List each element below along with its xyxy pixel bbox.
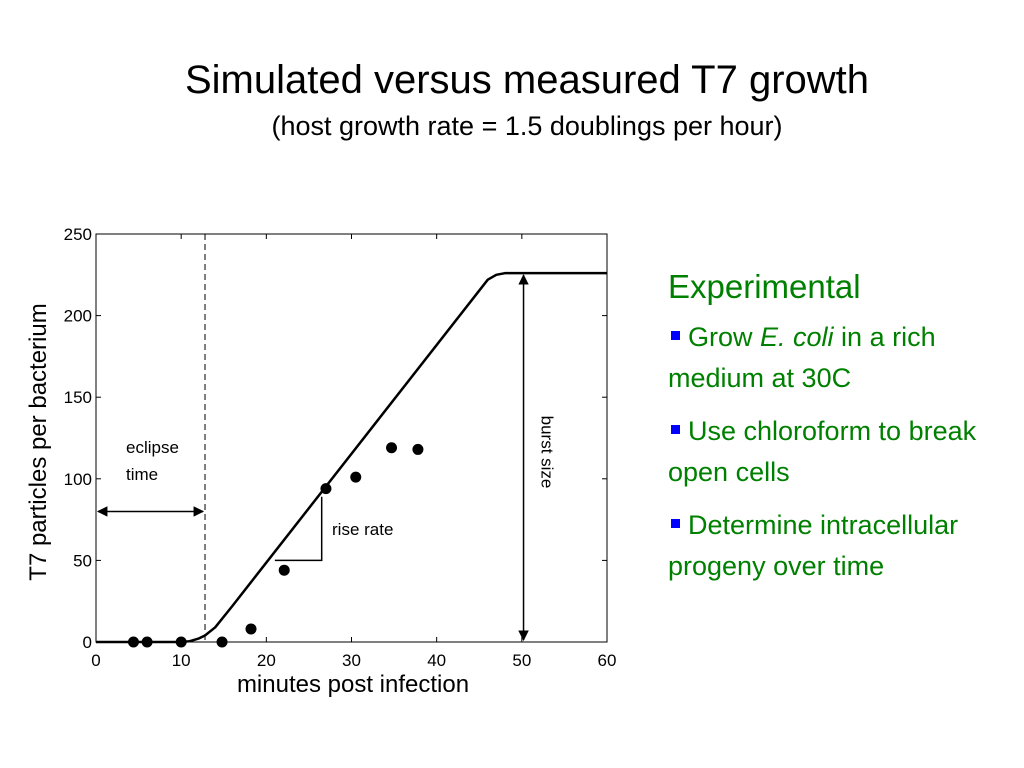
bullet-grow-emph: E. coli <box>760 322 834 352</box>
y-axis-label: T7 particles per bacterium <box>25 303 52 580</box>
bullet-determine: Determine intracellular progeny over tim… <box>668 505 1008 587</box>
measured-point <box>386 442 398 454</box>
eclipse-label: eclipse <box>126 438 179 457</box>
bullet-chloroform: Use chloroform to break open cells <box>668 411 1008 493</box>
square-bullet-icon <box>671 519 680 528</box>
rise-rate-triangle <box>274 496 323 562</box>
bullet-chloroform-text: Use chloroform to break open cells <box>668 416 977 487</box>
square-bullet-icon <box>671 425 680 434</box>
bullet-grow: Grow E. coli in a rich medium at 30C <box>668 317 1008 399</box>
measured-point <box>216 636 228 648</box>
square-bullet-icon <box>671 331 680 340</box>
measured-point <box>412 443 424 455</box>
bullet-determine-text: Determine intracellular progeny over tim… <box>668 510 959 581</box>
simulated-curve <box>96 271 607 644</box>
experimental-heading: Experimental <box>668 268 861 305</box>
x-tick-label: 40 <box>427 651 446 670</box>
measured-point <box>350 471 362 483</box>
experimental-panel: Experimental Grow E. coli in a rich medi… <box>668 266 1008 599</box>
x-tick-label: 30 <box>342 651 361 670</box>
measured-point <box>141 636 153 648</box>
y-tick-label: 100 <box>64 470 92 489</box>
slide-subtitle: (host growth rate = 1.5 doublings per ho… <box>271 111 783 141</box>
bullet-grow-after: in a rich medium at 30C <box>668 322 936 393</box>
measured-point <box>175 636 187 648</box>
measured-point <box>127 636 139 648</box>
y-tick-label: 0 <box>83 633 92 652</box>
measured-point <box>320 483 332 495</box>
x-tick-label: 20 <box>257 651 276 670</box>
x-tick-label: 60 <box>598 651 617 670</box>
y-tick-label: 150 <box>64 388 92 407</box>
y-tick-label: 50 <box>73 551 92 570</box>
x-tick-label: 50 <box>512 651 531 670</box>
eclipse-label-line2: time <box>126 465 158 484</box>
x-tick-label: 10 <box>172 651 191 670</box>
slide-title: Simulated versus measured T7 growth <box>184 58 870 102</box>
y-tick-label: 250 <box>64 225 92 244</box>
rise-rate-label: rise rate <box>332 520 393 539</box>
x-axis-label: minutes post infection <box>237 671 469 698</box>
x-tick-label: 0 <box>91 651 100 670</box>
burst-size-label: burst size <box>538 416 557 489</box>
measured-point <box>278 564 290 576</box>
measured-point <box>245 623 257 635</box>
y-tick-label: 200 <box>64 307 92 326</box>
bullet-grow-before: Grow <box>688 322 761 352</box>
